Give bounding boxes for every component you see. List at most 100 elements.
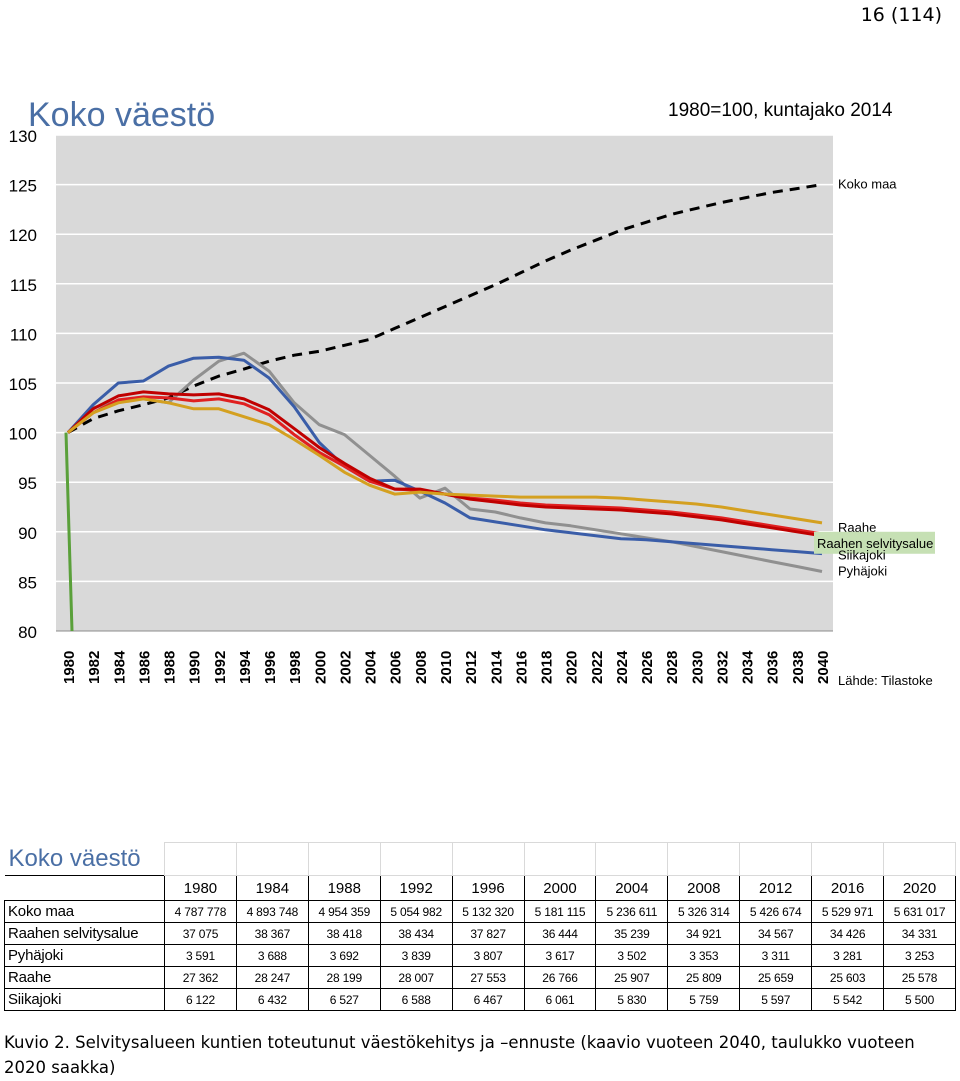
x-tick-label: 2012 xyxy=(463,651,480,684)
table-cell: 5 132 320 xyxy=(451,900,525,923)
x-tick-label: 1998 xyxy=(287,651,304,684)
x-tick-label: 1990 xyxy=(187,651,204,684)
table-cell: 6 467 xyxy=(451,988,525,1011)
series-lines xyxy=(64,183,823,632)
table-cell: 27 362 xyxy=(164,966,237,989)
y-tick-label: 125 xyxy=(9,177,37,196)
table-cell: 3 692 xyxy=(307,944,381,967)
year-header-cell: 1992 xyxy=(379,875,453,901)
table-title-row: Koko väestö xyxy=(5,842,956,876)
year-header-cell: 2008 xyxy=(667,875,741,901)
y-tick-label: 80 xyxy=(18,623,37,642)
x-tick-label: 2010 xyxy=(438,651,455,684)
table-cell: 3 253 xyxy=(883,944,956,967)
table-cell: 5 426 674 xyxy=(739,900,813,923)
x-tick-label: 1980 xyxy=(61,651,78,684)
year-header-cell: 2016 xyxy=(811,875,885,901)
series-end-label: Raahen selvitysalue xyxy=(817,536,933,551)
x-tick-label: 1992 xyxy=(212,651,229,684)
x-tick-label: 2028 xyxy=(664,651,681,684)
x-tick-label: 2024 xyxy=(614,650,631,684)
x-tick-label: 2008 xyxy=(413,651,430,684)
table-cell: 5 597 xyxy=(739,988,813,1011)
table-cell: 35 239 xyxy=(595,922,669,945)
table-cell: 25 907 xyxy=(595,966,669,989)
x-tick-label: 2004 xyxy=(363,650,380,684)
y-tick-label: 110 xyxy=(10,325,37,344)
x-tick-label: 2036 xyxy=(765,651,782,684)
table-cell: 28 199 xyxy=(307,966,381,989)
gridlines xyxy=(56,134,833,632)
table-cell: 34 921 xyxy=(667,922,741,945)
table-cell: 26 766 xyxy=(523,966,597,989)
table-cell: 3 688 xyxy=(235,944,309,967)
row-label: Raahe xyxy=(4,966,165,989)
row-label: Siikajoki xyxy=(4,988,165,1011)
row-label: Koko maa xyxy=(4,900,165,923)
table-cell: 6 122 xyxy=(164,988,237,1011)
series-line xyxy=(67,397,823,525)
x-tick-label: 2038 xyxy=(790,651,807,684)
x-tick-label: 2026 xyxy=(639,651,656,684)
y-axis-ticks: 80 85 90 95 100 105 110 115 120 125 130 xyxy=(9,127,37,642)
table-cell: 3 311 xyxy=(739,944,813,967)
table-cell: 5 326 314 xyxy=(667,900,741,923)
table-cell: 5 529 971 xyxy=(811,900,885,923)
x-tick-label: 1994 xyxy=(237,650,254,684)
x-tick-label: 2032 xyxy=(714,651,731,684)
year-header-cell: 2000 xyxy=(523,875,597,901)
table-cell: 5 759 xyxy=(667,988,741,1011)
table-cell: 36 444 xyxy=(523,922,597,945)
x-tick-label: 2040 xyxy=(815,651,832,684)
x-tick-label: 2000 xyxy=(312,651,329,684)
figure-caption: Kuvio 2. Selvitysalueen kuntien toteutun… xyxy=(4,1033,915,1077)
table-cell: 3 617 xyxy=(523,944,597,967)
table-cell: 37 075 xyxy=(164,922,237,945)
table-cell: 6 061 xyxy=(523,988,597,1011)
table-cell: 38 418 xyxy=(307,922,381,945)
table-row: Pyhäjoki 3 591 3 688 3 692 3 839 3 807 3 617 3 … xyxy=(4,944,956,967)
base-year-drop-line xyxy=(64,432,74,632)
y-tick-label: 100 xyxy=(9,425,37,444)
series-end-label: Pyhäjoki xyxy=(838,563,887,578)
table-cell: 25 603 xyxy=(811,966,885,989)
table-cell: 28 247 xyxy=(235,966,309,989)
x-tick-label: 1984 xyxy=(111,650,128,684)
table-row: Raahe 27 362 28 247 28 199 28 007 27 553 26 76… xyxy=(4,966,956,989)
label-highlight xyxy=(814,531,935,554)
table-cell: 37 827 xyxy=(451,922,525,945)
table-cell: 3 281 xyxy=(811,944,885,967)
table-cell: 25 578 xyxy=(883,966,956,989)
table-cell: 3 353 xyxy=(667,944,741,967)
table-cell: 5 054 982 xyxy=(379,900,453,923)
table-cell: 4 954 359 xyxy=(307,900,381,923)
table-cell: 34 426 xyxy=(811,922,885,945)
table-row: Raahen selvitysalue 37 075 38 367 38 418 38 … xyxy=(4,922,956,945)
series-line xyxy=(66,355,823,556)
x-tick-label: 2030 xyxy=(689,651,706,684)
x-tick-label: 2022 xyxy=(589,651,606,684)
row-label: Pyhäjoki xyxy=(4,944,165,967)
table-cell: 5 181 115 xyxy=(523,900,597,923)
series-line xyxy=(66,351,823,573)
table-cell: 5 236 611 xyxy=(595,900,669,923)
y-tick-label: 115 xyxy=(10,276,37,295)
x-tick-label: 2016 xyxy=(513,651,530,684)
year-header-cell: 1980 xyxy=(164,875,237,901)
year-header-cell: 2004 xyxy=(595,875,669,901)
year-header-cell: 2012 xyxy=(739,875,813,901)
table-cell: 5 542 xyxy=(811,988,885,1011)
table-cell: 5 631 017 xyxy=(883,900,956,923)
y-tick-label: 95 xyxy=(18,474,37,493)
table-corner-cell xyxy=(4,875,165,901)
year-header-cell: 1984 xyxy=(235,875,309,901)
x-tick-label: 2014 xyxy=(488,650,505,684)
x-axis-ticks: 1980 1982 1984 1986 1988 1990 1992 1994 1996 1998… xyxy=(61,650,832,684)
x-tick-label: 1982 xyxy=(86,651,103,684)
chart-title: Koko väestö xyxy=(28,96,215,134)
table-cell: 6 527 xyxy=(307,988,381,1011)
y-tick-label: 120 xyxy=(9,226,37,245)
source-label: Lähde: Tilastoke xyxy=(838,673,933,688)
table-cell: 38 367 xyxy=(235,922,309,945)
